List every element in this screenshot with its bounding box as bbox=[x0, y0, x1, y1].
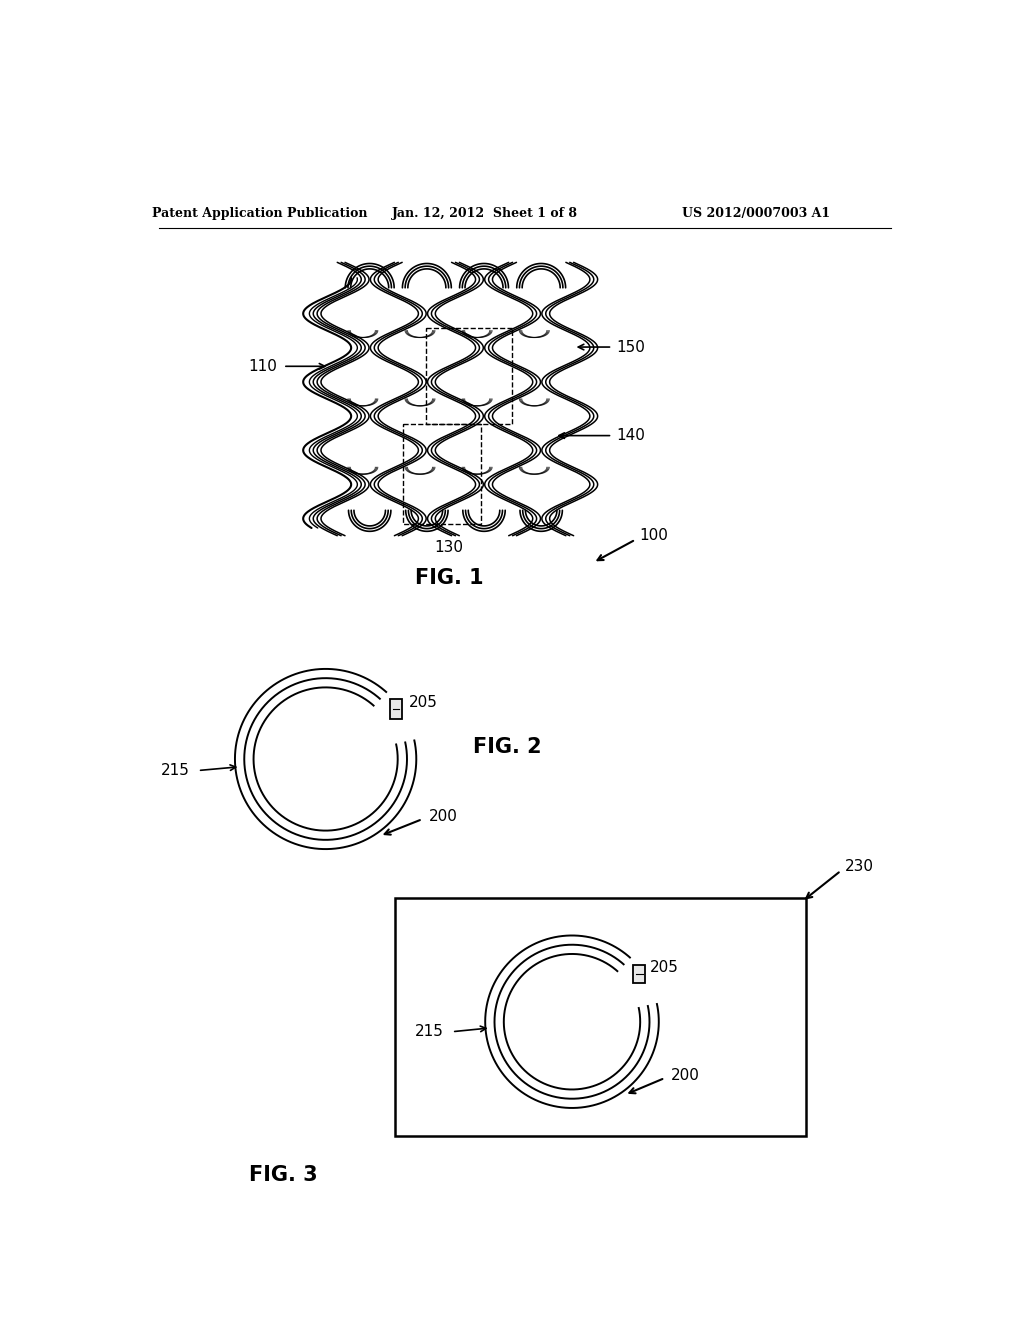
Text: 205: 205 bbox=[409, 694, 437, 710]
Text: 100: 100 bbox=[640, 528, 669, 544]
Text: 110: 110 bbox=[249, 359, 278, 374]
Bar bbox=[390, 698, 402, 718]
Text: 200: 200 bbox=[429, 809, 458, 824]
Text: 200: 200 bbox=[671, 1068, 700, 1084]
Text: US 2012/0007003 A1: US 2012/0007003 A1 bbox=[682, 207, 829, 220]
Text: Patent Application Publication: Patent Application Publication bbox=[152, 207, 368, 220]
Text: 140: 140 bbox=[616, 428, 645, 444]
Bar bbox=[633, 965, 645, 983]
Bar bbox=[403, 424, 480, 524]
Text: 215: 215 bbox=[161, 763, 190, 777]
Text: 230: 230 bbox=[845, 859, 873, 874]
Bar bbox=[395, 898, 806, 1137]
Text: 130: 130 bbox=[434, 540, 463, 554]
Text: Jan. 12, 2012  Sheet 1 of 8: Jan. 12, 2012 Sheet 1 of 8 bbox=[391, 207, 578, 220]
Text: 215: 215 bbox=[416, 1024, 444, 1039]
Text: FIG. 1: FIG. 1 bbox=[416, 568, 484, 587]
Text: FIG. 3: FIG. 3 bbox=[249, 1164, 317, 1185]
Bar bbox=[426, 327, 512, 424]
Text: 150: 150 bbox=[616, 339, 645, 355]
Text: 205: 205 bbox=[650, 961, 679, 975]
Text: FIG. 2: FIG. 2 bbox=[473, 738, 542, 758]
